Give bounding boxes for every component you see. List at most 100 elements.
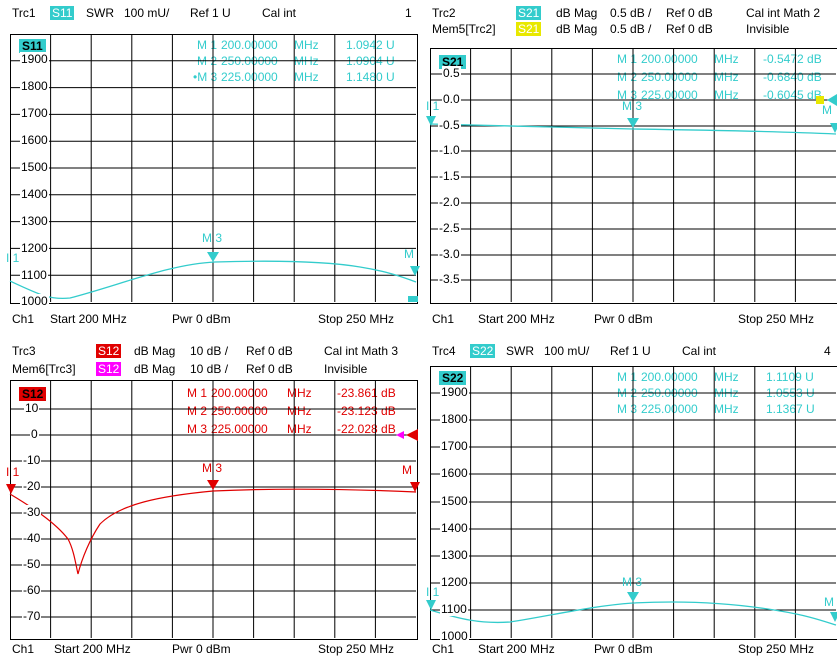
y-tick: 1400 [440,521,469,535]
svg-text:I 1: I 1 [426,585,440,599]
channel-label[interactable]: Ch1 [432,312,455,326]
memory-header: Mem5[Trc2] S21 dB Mag 0.5 dB / Ref 0 dB … [420,22,837,36]
ref-label[interactable]: Ref 0 dB [666,6,713,20]
pane-trc4: Trc4 S22 SWR 100 mU/ Ref 1 U Cal int 4 S… [420,334,837,664]
marker-name: M 1 [187,386,208,400]
ref-label[interactable]: Ref 1 U [190,6,231,20]
ref-label[interactable]: Ref 0 dB [246,362,293,376]
y-tick: 1700 [440,439,469,453]
memory-trace-name[interactable]: Mem6[Trc3] [12,362,76,376]
marker-name: M 1 [617,52,638,66]
y-tick: 1100 [440,602,468,616]
y-tick: 1300 [20,214,49,228]
trace-name[interactable]: Trc4 [432,344,456,358]
scale-label[interactable]: 100 mU/ [544,344,590,358]
y-tick: -20 [22,479,42,493]
marker-value: 1.1367 U [766,402,815,416]
y-tick: 1200 [20,241,49,255]
visibility-label[interactable]: Invisible [324,362,368,376]
cal-label[interactable]: Cal int [262,6,297,20]
format-label[interactable]: dB Mag [134,362,176,376]
s-param-tag[interactable]: S11 [50,6,75,20]
format-label[interactable]: dB Mag [134,344,176,358]
start-freq[interactable]: Start 200 MHz [478,642,555,656]
cal-label[interactable]: Cal int Math 3 [324,344,399,358]
marker-unit: MHz [287,404,312,418]
y-tick: 1800 [440,412,469,426]
y-tick: 1200 [440,575,469,589]
marker-name: •M 3 [193,70,218,84]
scale-label[interactable]: 0.5 dB / [610,22,652,36]
marker-unit: MHz [714,52,739,66]
scale-label[interactable]: 10 dB / [190,344,229,358]
y-tick: 1600 [20,133,49,147]
trace-header: Trc1 S11 SWR 100 mU/ Ref 1 U Cal int 1 [0,6,418,20]
power-label[interactable]: Pwr 0 dBm [594,642,653,656]
svg-text:M 3: M 3 [622,99,642,113]
power-label[interactable]: Pwr 0 dBm [172,312,231,326]
y-tick: 1400 [20,187,49,201]
svg-text:M: M [822,103,832,117]
marker-value: -23.123 dB [337,404,396,418]
cal-label[interactable]: Cal int Math 2 [746,6,821,20]
power-label[interactable]: Pwr 0 dBm [172,642,231,656]
trace-plot: M 3 I 1 M [426,48,837,302]
marker-name: M 3 [617,88,638,102]
trace-label-s21[interactable]: S21 [439,55,467,69]
stop-freq[interactable]: Stop 250 MHz [738,312,815,326]
pane-trc3: Trc3 S12 dB Mag 10 dB / Ref 0 dB Cal int… [0,334,420,664]
marker-unit: MHz [294,38,319,52]
trace-name[interactable]: Trc3 [12,344,36,358]
s-param-tag[interactable]: S12 [96,344,122,358]
memory-trace-name[interactable]: Mem5[Trc2] [432,22,496,36]
trace-plot: M 3 I 1 M [426,366,837,638]
s-param-tag[interactable]: S21 [516,22,542,36]
scale-label[interactable]: 100 mU/ [124,6,170,20]
channel-label[interactable]: Ch1 [432,642,455,656]
y-tick: 1700 [20,106,49,120]
channel-footer: Ch1 Start 200 MHz Pwr 0 dBm Stop 250 MHz [0,642,418,658]
s-param-tag[interactable]: S12 [96,362,122,376]
ref-label[interactable]: Ref 1 U [610,344,651,358]
format-label[interactable]: dB Mag [556,6,598,20]
svg-text:I 1: I 1 [426,99,440,113]
y-tick: 10 [24,401,40,415]
trace-name[interactable]: Trc1 [12,6,36,20]
trace-name[interactable]: Trc2 [432,6,456,20]
svg-text:M 3: M 3 [202,461,222,475]
diagram-area[interactable]: S12 M 1 200.00000 MHz -23.861 dB M 2 250… [10,380,418,640]
stop-freq[interactable]: Stop 250 MHz [738,642,815,656]
stop-freq[interactable]: Stop 250 MHz [318,312,395,326]
start-freq[interactable]: Start 200 MHz [478,312,555,326]
marker-value: 1.1480 U [346,70,395,84]
marker-unit: MHz [294,70,319,84]
marker-name: M 1 [617,370,638,384]
stop-freq[interactable]: Stop 250 MHz [318,642,395,656]
format-label[interactable]: SWR [86,6,114,20]
marker-unit: MHz [714,402,739,416]
format-label[interactable]: dB Mag [556,22,598,36]
start-freq[interactable]: Start 200 MHz [50,312,127,326]
marker-freq: 225.00000 [641,402,698,416]
y-tick: -1.0 [438,143,461,157]
trace-label-s11[interactable]: S11 [19,39,46,53]
svg-text:M: M [404,247,414,261]
power-label[interactable]: Pwr 0 dBm [594,312,653,326]
trace-label-s22[interactable]: S22 [439,371,467,385]
s-param-tag[interactable]: S21 [516,6,542,20]
s-param-tag[interactable]: S22 [470,344,496,358]
svg-text:M 3: M 3 [622,575,642,589]
visibility-label[interactable]: Invisible [746,22,790,36]
marker-name: M 3 [617,402,638,416]
ref-label[interactable]: Ref 0 dB [666,22,713,36]
ref-label[interactable]: Ref 0 dB [246,344,293,358]
scale-label[interactable]: 10 dB / [190,362,229,376]
start-freq[interactable]: Start 200 MHz [54,642,131,656]
scale-label[interactable]: 0.5 dB / [610,6,652,20]
channel-label[interactable]: Ch1 [12,642,35,656]
cal-label[interactable]: Cal int [682,344,717,358]
channel-label[interactable]: Ch1 [12,312,35,326]
format-label[interactable]: SWR [506,344,534,358]
trace-header: Trc3 S12 dB Mag 10 dB / Ref 0 dB Cal int… [0,344,418,358]
trace-label-s12[interactable]: S12 [19,387,47,401]
